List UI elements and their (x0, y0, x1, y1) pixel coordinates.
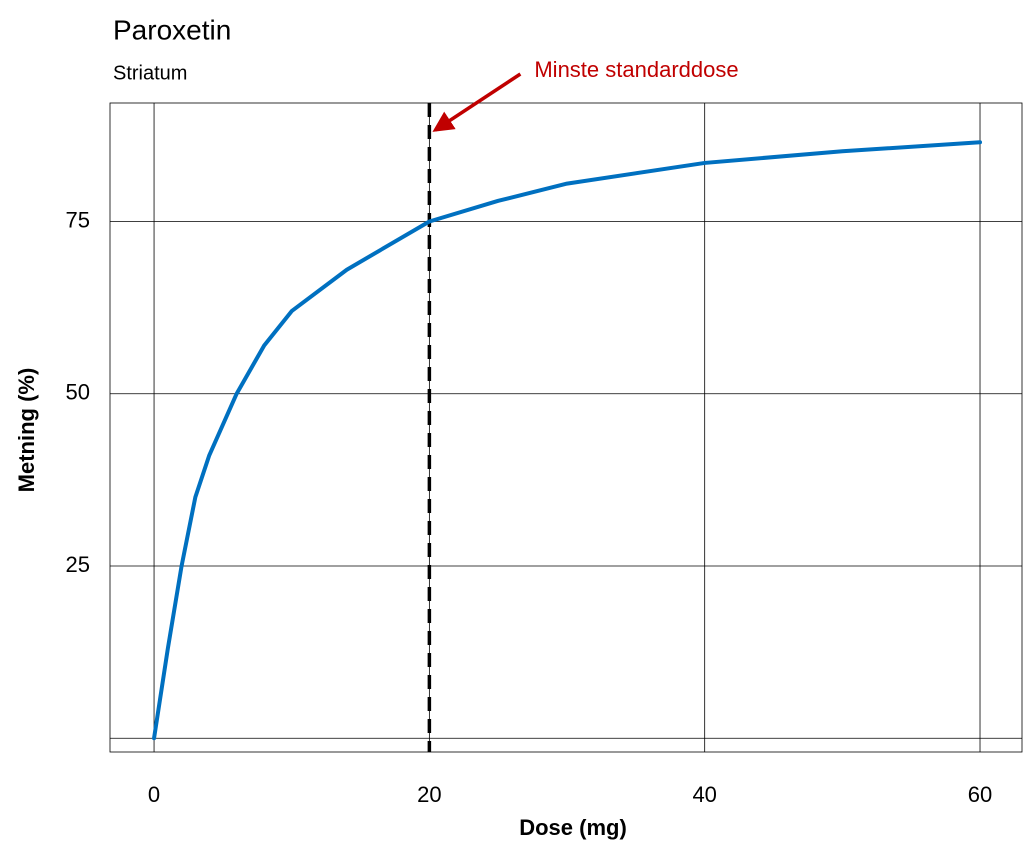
x-tick-label: 20 (417, 782, 441, 807)
annotation-text: Minste standarddose (534, 57, 738, 82)
x-tick-label: 0 (148, 782, 160, 807)
chart-subtitle: Striatum (113, 62, 187, 84)
x-axis-label: Dose (mg) (519, 815, 627, 840)
y-axis-label: Metning (%) (14, 368, 39, 493)
plot-frame (109, 102, 1023, 753)
annotation-arrow (432, 72, 522, 132)
y-tick-label: 50 (66, 380, 90, 405)
y-tick-label: 25 (66, 552, 90, 577)
x-tick-label: 40 (692, 782, 716, 807)
data-line (152, 140, 983, 741)
x-tick-label: 60 (968, 782, 992, 807)
chart-title: Paroxetin (113, 14, 231, 45)
y-tick-label: 75 (66, 207, 90, 232)
